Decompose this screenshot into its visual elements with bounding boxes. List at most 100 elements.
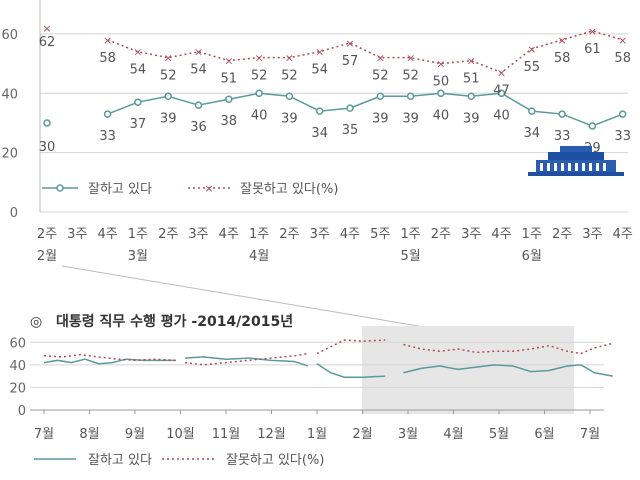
- disapprove-point: ×: [224, 55, 233, 68]
- disapprove-point: ×: [436, 58, 445, 71]
- approve-point: [225, 95, 233, 103]
- top-week-label: 3주: [188, 227, 208, 242]
- disapprove-point: ×: [467, 55, 476, 68]
- disapprove-series-line: [107, 30, 623, 74]
- top-week-label: 2주: [158, 227, 178, 242]
- zoom-connector: [61, 265, 431, 329]
- top-week-label: 3주: [67, 227, 87, 242]
- weekly-approval-chart: 0 20 40 60 × × × × × × × × × × × × × × × × × × × 30 33 37 39 36 38…: [1, 0, 633, 264]
- bottom-chart-title: 대통령 직무 수행 평가 -2014/2015년: [56, 313, 293, 330]
- approve-point: [618, 110, 627, 118]
- approve-value-label: 33: [554, 129, 571, 144]
- approve-value-label: 35: [342, 123, 359, 138]
- top-week-label: 2주: [431, 227, 451, 242]
- top-week-label: 1주: [128, 227, 148, 242]
- top-month-label: 4월: [249, 249, 269, 264]
- disapprove-point: ×: [194, 46, 203, 59]
- bottom-legend: 잘하고 있다 잘못하고 있다(%): [34, 453, 324, 468]
- bottom-legend-label-approve: 잘하고 있다: [88, 453, 152, 468]
- top-month-label: 5월: [400, 249, 420, 264]
- top-ytick-label: 0: [10, 206, 18, 221]
- disapprove-value-label: 58: [614, 51, 631, 66]
- legend-label-disapprove: 잘못하고 있다(%): [240, 182, 338, 197]
- approve-series-line: [107, 92, 623, 127]
- top-week-label: 4주: [613, 227, 633, 242]
- approve-point: [376, 92, 385, 101]
- top-week-label: 2주: [552, 227, 572, 242]
- top-week-label: 2주: [279, 227, 299, 242]
- disapprove-point: ×: [254, 52, 263, 65]
- bottom-approve-line: [403, 364, 613, 377]
- approve-value-label: 39: [160, 111, 177, 126]
- approve-value-label: 38: [221, 114, 238, 129]
- top-week-label: 3주: [461, 227, 481, 242]
- disapprove-point: ×: [164, 52, 173, 65]
- top-ytick-label: 40: [1, 87, 18, 102]
- approve-point: [43, 119, 51, 127]
- approve-point: [346, 104, 354, 112]
- approve-point: [164, 92, 172, 101]
- approve-point: [558, 110, 566, 118]
- approve-value-label: 40: [433, 108, 450, 123]
- top-legend: 잘하고 있다 × 잘못하고 있다(%): [42, 182, 338, 197]
- bottom-month-label: 10월: [166, 427, 195, 442]
- disapprove-point: ×: [497, 67, 506, 80]
- disapprove-point: ×: [557, 34, 566, 47]
- disapprove-point: ×: [285, 52, 294, 65]
- approve-point: [437, 89, 445, 98]
- top-week-label: 4주: [491, 227, 511, 242]
- approve-value-label: 39: [281, 111, 298, 126]
- legend-marker-approve: [56, 184, 64, 192]
- approve-point: [588, 122, 597, 130]
- disapprove-value-label: 51: [221, 72, 238, 87]
- bottom-month-label: 2월: [352, 427, 372, 442]
- disapprove-value-label: 54: [311, 63, 328, 78]
- disapprove-point: ×: [315, 46, 324, 59]
- approve-value-label: 34: [311, 126, 328, 141]
- approve-point: [285, 92, 294, 101]
- disapprove-value-label: 57: [342, 54, 359, 69]
- bottom-legend-label-disapprove: 잘못하고 있다(%): [226, 453, 324, 468]
- disapprove-point: ×: [618, 34, 627, 47]
- bottom-ytick-label: 40: [9, 359, 26, 374]
- top-ytick-label: 60: [1, 28, 18, 43]
- bottom-disapprove-line: [43, 353, 176, 362]
- top-week-label: 1주: [249, 227, 269, 242]
- disapprove-point: ×: [42, 22, 51, 35]
- approve-value-label: 37: [130, 117, 147, 132]
- disapprove-point: ×: [133, 46, 142, 59]
- disapprove-value-label: 58: [554, 51, 571, 66]
- disapprove-value-label: 51: [463, 72, 480, 87]
- highlight-range: [362, 326, 574, 414]
- legend-marker-disapprove: ×: [204, 182, 213, 195]
- top-month-label: 3월: [128, 249, 148, 264]
- top-ytick-label: 20: [1, 147, 18, 162]
- top-week-label: 2주: [37, 227, 57, 242]
- disapprove-value-label: 52: [372, 69, 389, 84]
- approve-point: [134, 98, 142, 106]
- approve-point: [497, 89, 506, 98]
- disapprove-value-label: 52: [281, 69, 298, 84]
- approve-point: [194, 101, 203, 109]
- bottom-disapprove-line: [316, 339, 386, 355]
- title-marker: ◎: [30, 314, 42, 330]
- approve-point: [467, 92, 475, 101]
- disapprove-point: ×: [588, 25, 597, 38]
- disapprove-point: ×: [345, 37, 354, 50]
- approve-point: [103, 110, 112, 118]
- top-week-label: 3주: [310, 227, 330, 242]
- bottom-disapprove-line: [184, 352, 309, 366]
- disapprove-value-label: 52: [251, 69, 268, 84]
- bottom-ytick-label: 20: [9, 381, 26, 396]
- top-week-label: 5주: [370, 227, 390, 242]
- bottom-month-label: 3월: [398, 427, 418, 442]
- legend-label-approve: 잘하고 있다: [88, 182, 152, 197]
- bottom-month-label: 7월: [580, 427, 600, 442]
- top-week-label: 4주: [340, 227, 360, 242]
- long-term-approval-chart: ◎ 대통령 직무 수행 평가 -2014/2015년 0 20 40 60 7월 8월 9…: [9, 313, 613, 468]
- disapprove-point: ×: [376, 52, 385, 65]
- disapprove-point: ×: [103, 34, 112, 47]
- disapprove-value-label: 54: [190, 63, 207, 78]
- approve-value-label: 34: [524, 126, 541, 141]
